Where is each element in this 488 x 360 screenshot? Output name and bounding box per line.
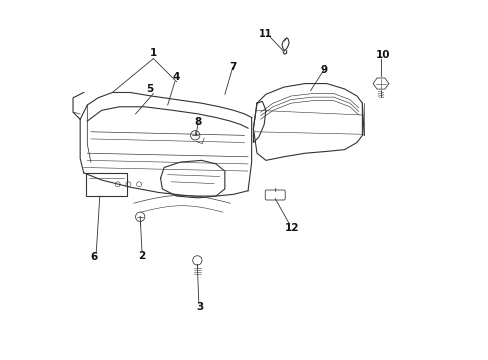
Text: 8: 8 <box>194 117 201 127</box>
Bar <box>85 173 126 196</box>
Text: 4: 4 <box>172 72 179 82</box>
Text: 6: 6 <box>91 252 98 262</box>
Text: 12: 12 <box>284 223 298 233</box>
Text: 2: 2 <box>138 251 145 261</box>
Text: 7: 7 <box>228 63 236 72</box>
Text: 11: 11 <box>258 28 271 39</box>
Text: 3: 3 <box>196 302 203 312</box>
Text: 5: 5 <box>146 84 154 94</box>
FancyBboxPatch shape <box>264 190 285 200</box>
Text: 1: 1 <box>149 48 157 58</box>
Text: 10: 10 <box>375 50 389 60</box>
Text: 9: 9 <box>320 65 326 75</box>
